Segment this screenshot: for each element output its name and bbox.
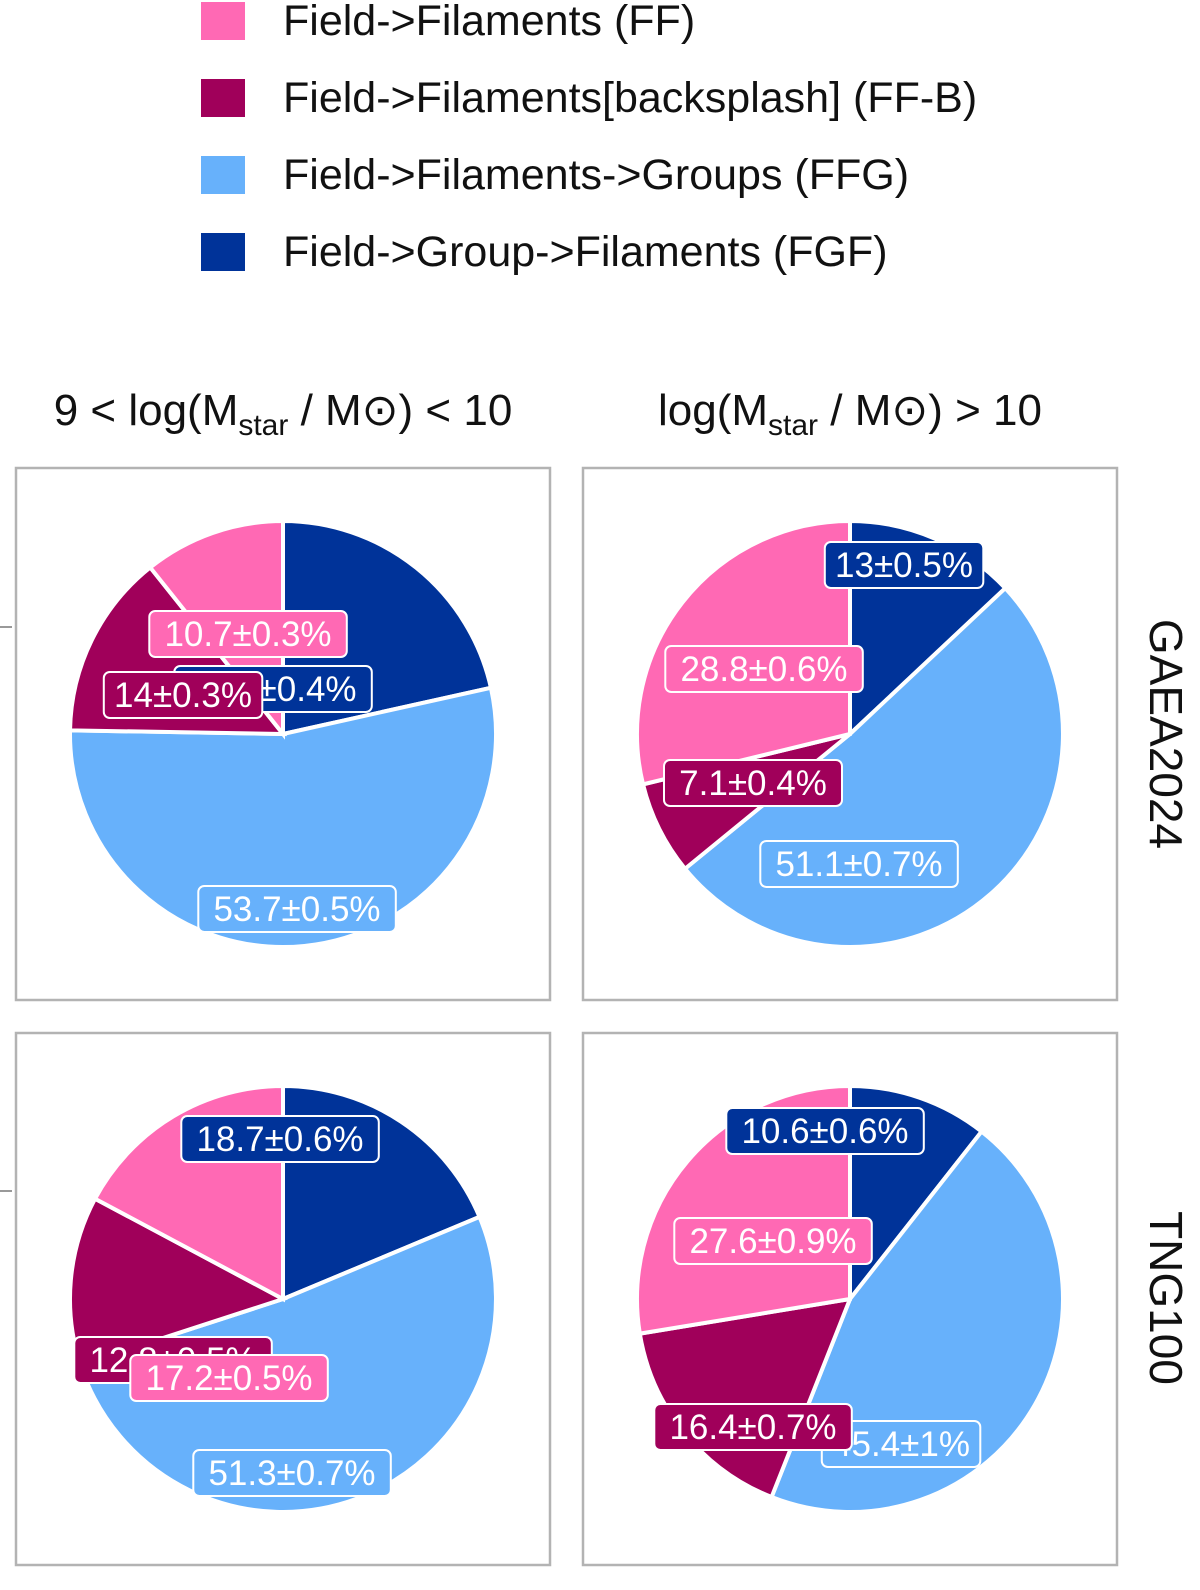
data-label-box <box>148 610 348 658</box>
data-label-box <box>102 671 264 719</box>
data-label-box <box>664 645 864 693</box>
legend-label-fgf: Field->Group->Filaments (FGF) <box>283 228 888 276</box>
data-label-ffg: 51.1±0.7% <box>759 840 959 888</box>
data-label-box <box>192 1449 392 1497</box>
data-label-box <box>823 541 985 589</box>
data-label-ff-b: 7.1±0.4% <box>663 759 843 807</box>
data-label-ff: 17.2±0.5% <box>129 1354 329 1402</box>
row-label-gaea2024: GAEA2024 <box>1140 619 1192 849</box>
slice-ffg <box>68 685 498 949</box>
data-label-box <box>129 1354 329 1402</box>
data-label-text: 51.1±0.7% <box>775 845 942 884</box>
legend-swatch-ff-b <box>201 79 245 117</box>
data-label-ff-b: 14±0.3% <box>102 671 264 719</box>
data-label-text: 16.4±0.7% <box>669 1408 836 1447</box>
pie-panel-gaea2024-col1: 13±0.5% 51.1±0.7% 7.1±0.4% 28.8±0.6% <box>581 466 1119 1002</box>
data-label-box <box>663 759 843 807</box>
data-label-text: 27.6±0.9% <box>689 1222 856 1261</box>
data-label-box <box>197 885 397 933</box>
data-label-text: 17.2±0.5% <box>145 1359 312 1398</box>
data-label-fgf: 18.7±0.6% <box>180 1115 380 1163</box>
data-label-text: 45.4±1% <box>832 1425 970 1464</box>
data-label-text: 14±0.3% <box>114 676 252 715</box>
slices <box>67 518 498 949</box>
data-label-ff: 27.6±0.9% <box>673 1217 873 1265</box>
pie-panels: 21.5±0.4%53.7±0.5%14±0.3%10.7±0.3%13±0.5… <box>14 466 1119 1567</box>
data-label-text: 28.8±0.6% <box>680 650 847 689</box>
column-title-1: log(Mstar / M⊙) > 10 <box>658 386 1042 442</box>
legend-swatch-ffg <box>201 156 245 194</box>
data-label-text: 10.7±0.3% <box>164 615 331 654</box>
legend-label-ff: Field->Filaments (FF) <box>283 0 695 45</box>
data-label-ff-b: 16.4±0.7% <box>653 1403 853 1451</box>
data-label-text: 10.6±0.6% <box>741 1112 908 1151</box>
legend-swatch-ff <box>201 2 245 40</box>
data-label-text: 13±0.5% <box>835 546 973 585</box>
data-label-text: 18.7±0.6% <box>196 1120 363 1159</box>
data-label-box <box>725 1107 925 1155</box>
row-labels: GAEA2024 TNG100 <box>0 619 1192 1385</box>
data-label-box <box>759 840 959 888</box>
data-label-text: 7.1±0.4% <box>679 764 827 803</box>
data-label-ffg: 51.3±0.7% <box>192 1449 392 1497</box>
pie-panel-tng100-col1: 10.6±0.6% 45.4±1%16.4±0.7% 27.6±0.9% <box>581 1031 1119 1567</box>
pie-panel-tng100-col0: 18.7±0.6%51.3±0.7%12.8±0.5%17.2±0.5% <box>14 1031 552 1567</box>
data-label-box <box>653 1403 853 1451</box>
pie-panel-gaea2024-col0: 21.5±0.4%53.7±0.5%14±0.3%10.7±0.3% <box>14 466 552 1002</box>
data-label-ffg: 45.4±1% <box>820 1420 982 1468</box>
data-label-ff: 28.8±0.6% <box>664 645 864 693</box>
data-label-fgf: 10.6±0.6% <box>725 1107 925 1155</box>
data-label-text: 51.3±0.7% <box>208 1454 375 1493</box>
data-label-box <box>673 1217 873 1265</box>
legend-label-ff-b: Field->Filaments[backsplash] (FF-B) <box>283 74 977 122</box>
legend: Field->Filaments (FF) Field->Filaments[ba… <box>201 0 977 276</box>
legend-swatch-fgf <box>201 233 245 271</box>
legend-label-ffg: Field->Filaments->Groups (FFG) <box>283 151 909 199</box>
data-label-fgf: 13±0.5% <box>823 541 985 589</box>
data-label-ffg: 53.7±0.5% <box>197 885 397 933</box>
data-label-ff: 10.7±0.3% <box>148 610 348 658</box>
column-titles: 9 < log(Mstar / M⊙) < 10 log(Mstar / M⊙) … <box>54 386 1042 442</box>
row-label-tng100: TNG100 <box>1140 1211 1192 1385</box>
column-title-0: 9 < log(Mstar / M⊙) < 10 <box>54 386 513 442</box>
data-label-text: 53.7±0.5% <box>213 890 380 929</box>
data-label-box <box>180 1115 380 1163</box>
